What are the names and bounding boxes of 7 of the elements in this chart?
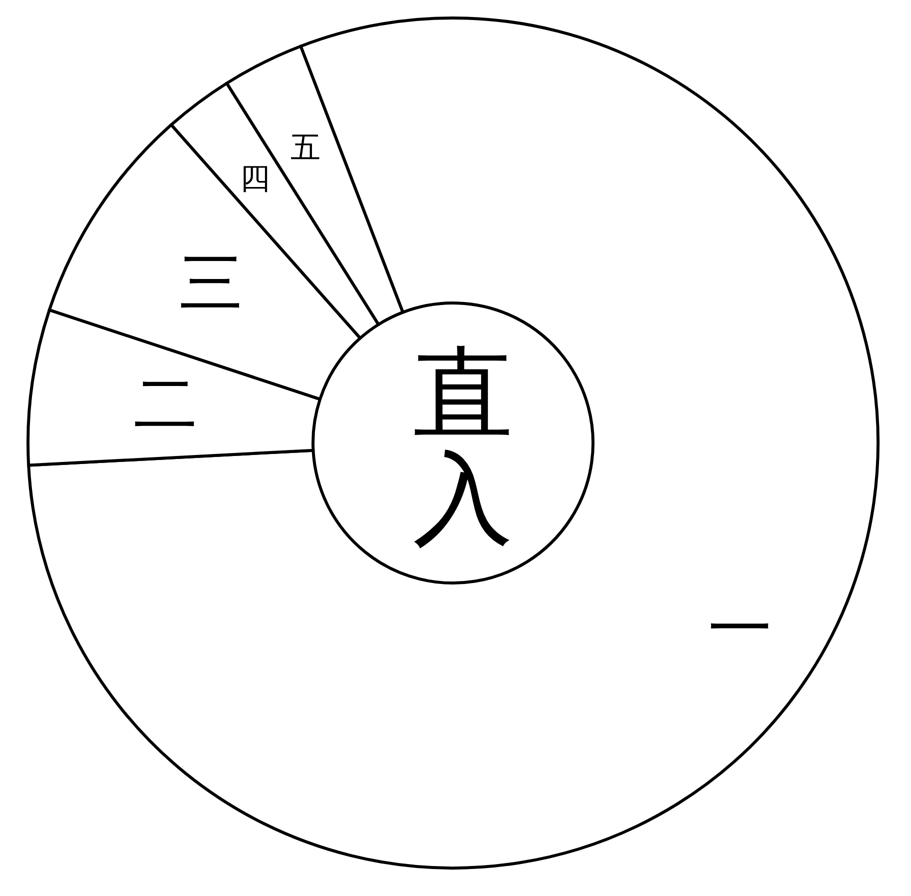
slice-label: 一 <box>708 592 772 667</box>
donut-slice <box>27 16 880 870</box>
slice-label: 四 <box>240 161 270 196</box>
slice-label: 五 <box>290 130 320 166</box>
slice-label: 二 <box>134 368 198 442</box>
text: 直入 <box>413 334 513 556</box>
slice-label: 三 <box>178 246 243 321</box>
